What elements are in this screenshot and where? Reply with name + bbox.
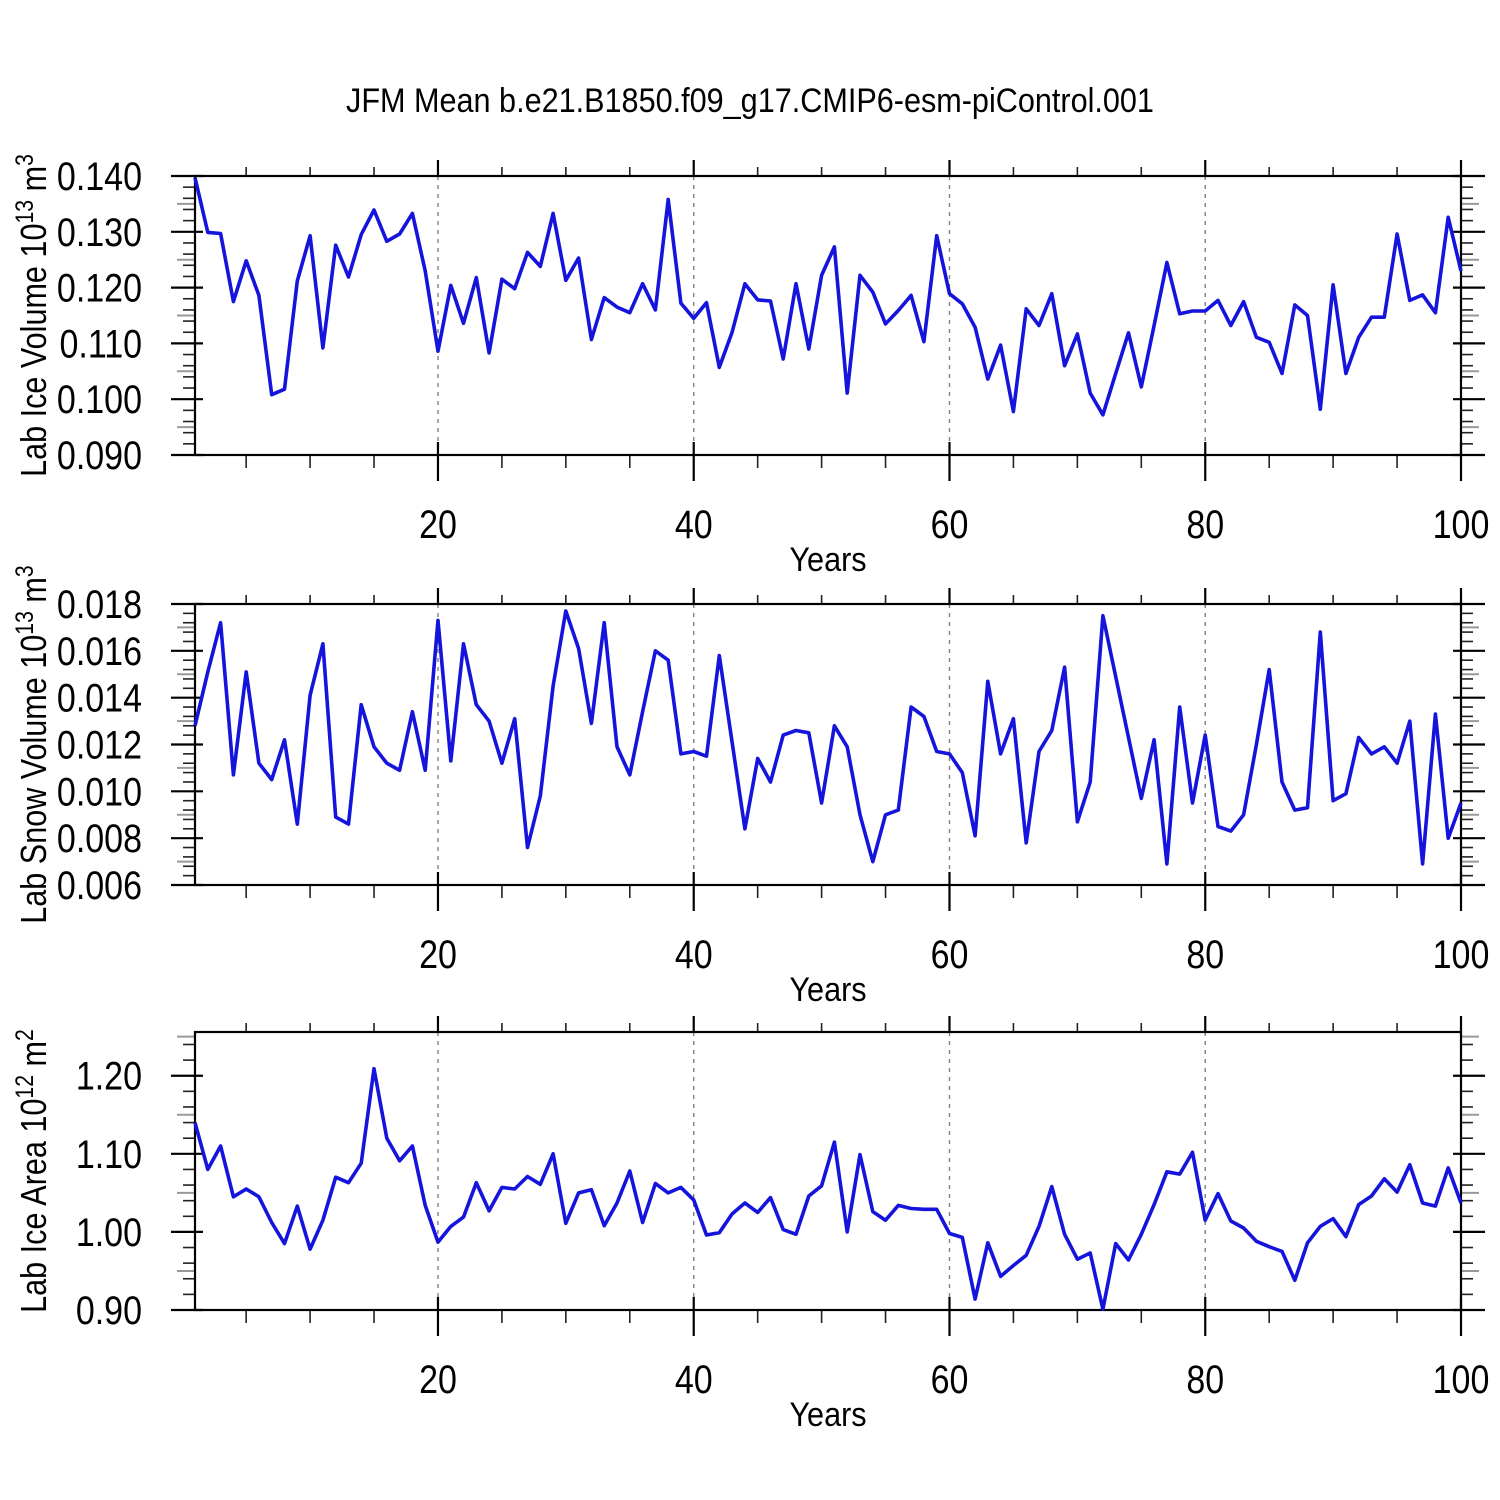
x-tick-label: 100 [1433,501,1490,546]
x-tick-label: 20 [419,931,457,976]
x-tick-label: 20 [419,1356,457,1401]
lab-ice-area-line [193,1066,1463,1311]
y-tick-label: 1.20 [76,1053,142,1098]
x-axis-label: Years [789,541,866,579]
x-tick-label: 60 [931,501,969,546]
y-axis-label-lab-ice-volume: Lab Ice Volume 1013 m3 [10,154,54,477]
x-axis-label: Years [789,1396,866,1434]
y-tick-label: 0.090 [57,432,142,477]
plot-frame [193,1030,1463,1312]
x-tick-label: 40 [675,931,713,976]
y-tick-label: 0.100 [57,377,142,422]
y-axis-label-lab-ice-area: Lab Ice Area 1012 m2 [10,1029,54,1313]
plot-frame [193,602,1463,887]
x-tick-label: 80 [1186,931,1224,976]
y-tick-label: 0.120 [57,265,142,310]
y-tick-label: 0.110 [59,321,142,366]
x-tick-label: 40 [675,501,713,546]
x-tick-label: 60 [931,931,969,976]
y-tick-label: 0.130 [57,209,142,254]
y-tick-label: 1.10 [76,1131,142,1176]
y-tick-label: 0.016 [57,628,142,673]
y-tick-label: 0.006 [57,862,142,907]
y-tick-label: 0.008 [57,816,142,861]
y-tick-label: 0.014 [57,675,142,720]
y-tick-label: 1.00 [76,1209,142,1254]
chart-lab-ice-volume: 0.090 0.100 0.110 0.120 0.130 0.140 20 40 60 80 10… [10,153,1489,578]
y-tick-label: 0.018 [57,581,142,626]
x-tick-label: 100 [1433,931,1490,976]
lab-snow-volume-line [193,609,1463,866]
y-tick-label: 0.010 [57,769,142,814]
x-tick-label: 80 [1186,1356,1224,1401]
x-tick-label: 40 [675,1356,713,1401]
y-tick-label: 0.90 [76,1287,142,1332]
x-tick-label: 20 [419,501,457,546]
plot-frame [193,174,1463,457]
y-tick-label: 0.140 [57,153,142,198]
x-tick-label: 80 [1186,501,1224,546]
plot-title: JFM Mean b.e21.B1850.f09_g17.CMIP6-esm-p… [346,82,1154,120]
lab-ice-volume-line [193,177,1463,417]
x-axis-label: Years [789,971,866,1009]
y-tick-label: 0.012 [57,722,142,767]
y-axis-label-lab-snow-volume: Lab Snow Volume 1013 m3 [10,565,54,923]
x-tick-label: 60 [931,1356,969,1401]
chart-lab-ice-area: 0.90 1.00 1.10 1.20 20 40 60 80 100 Years Lab Ice … [10,1016,1489,1433]
x-tick-label: 100 [1433,1356,1490,1401]
